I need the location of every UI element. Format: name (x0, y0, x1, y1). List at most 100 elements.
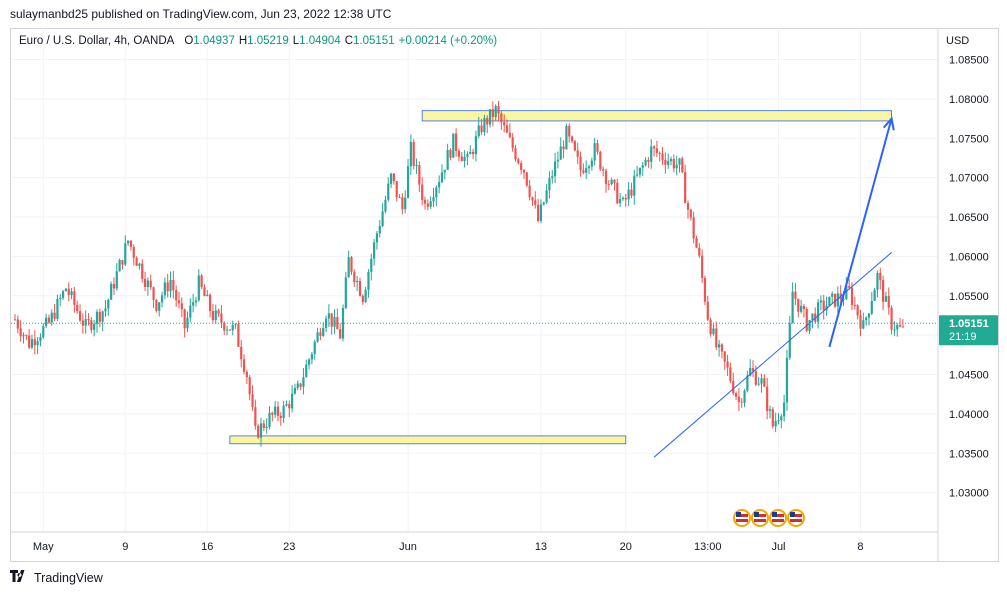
candle-body (760, 378, 763, 384)
candle (777, 413, 780, 425)
currency-label[interactable]: USD (946, 35, 969, 47)
candle (42, 323, 45, 339)
candle (163, 277, 166, 300)
candle-body (237, 324, 240, 347)
candle-body (200, 275, 203, 288)
candle (53, 303, 56, 322)
candle-body (225, 329, 229, 331)
candle-body (901, 326, 904, 328)
candle (573, 139, 576, 152)
candle (186, 311, 189, 332)
candle (440, 164, 444, 184)
y-tick-label: 1.08500 (949, 55, 989, 67)
event-flag-icon[interactable] (733, 509, 751, 527)
candle-body (265, 426, 268, 428)
tradingview-logo-icon[interactable] (10, 570, 30, 585)
candle (876, 270, 879, 298)
candle-body (624, 197, 627, 200)
candle (856, 304, 859, 320)
candle-body (565, 125, 568, 150)
candle-body (440, 172, 444, 183)
candle-body (90, 320, 93, 330)
candle (734, 391, 738, 400)
trendline[interactable] (653, 252, 892, 458)
candle-body (531, 197, 534, 201)
candle-body (274, 406, 277, 415)
candle (825, 296, 828, 316)
candle (322, 322, 325, 337)
candle (418, 161, 421, 193)
current-price-tag[interactable] (939, 315, 998, 346)
candle (381, 203, 384, 227)
candle-body (579, 156, 582, 171)
symbol-label[interactable]: Euro / U.S. Dollar, 4h, OANDA (19, 35, 175, 47)
candle-body (305, 364, 308, 378)
candle (248, 375, 251, 401)
candle (471, 148, 475, 159)
candle (339, 323, 342, 340)
event-flag-icon[interactable] (751, 509, 769, 527)
candle (743, 389, 746, 408)
candle (127, 240, 130, 246)
projection-arrow[interactable] (828, 118, 893, 348)
candle-body (805, 308, 808, 331)
candle (115, 263, 118, 291)
candle (313, 339, 316, 360)
candle-body (749, 368, 752, 376)
candle-body (61, 291, 65, 298)
candle (81, 313, 84, 334)
candle (757, 377, 760, 386)
candle (217, 308, 220, 317)
candle-body (684, 172, 687, 204)
candle (828, 296, 831, 306)
candle-body (84, 319, 87, 326)
candle (898, 318, 902, 328)
candle-body (110, 283, 113, 300)
candle (709, 317, 712, 337)
candle (228, 329, 232, 331)
x-tick-label: Jun (399, 541, 417, 553)
candle-body (873, 289, 876, 301)
candle-body (675, 164, 678, 169)
candle (559, 137, 562, 160)
event-flag-stripe (754, 519, 766, 522)
event-flag-stripe (790, 519, 802, 522)
candle-body (819, 300, 822, 303)
candle-body (785, 357, 789, 403)
candle-body (95, 311, 99, 324)
candle (435, 185, 438, 207)
candle (45, 313, 48, 329)
candle (251, 385, 254, 411)
candle (737, 388, 740, 411)
event-flag-canton (772, 512, 777, 517)
event-flag-icon[interactable] (769, 509, 787, 527)
resistance-zone[interactable] (421, 110, 892, 122)
candle-body (276, 406, 280, 416)
candle (896, 322, 899, 337)
candle (788, 315, 791, 360)
candle-body (816, 302, 820, 322)
candle-body (633, 175, 636, 196)
candle (505, 119, 509, 134)
candle-body (124, 243, 127, 265)
support-zone[interactable] (229, 435, 627, 445)
candle (70, 288, 73, 300)
candle (831, 291, 834, 304)
candle (590, 157, 593, 171)
event-flag-stripe (790, 514, 802, 517)
candle-body (726, 361, 729, 368)
candle-body (344, 277, 347, 308)
candle-body (497, 106, 500, 114)
candle (169, 271, 172, 298)
candle-body (56, 298, 59, 319)
candle-body (358, 281, 362, 296)
candle (25, 334, 28, 341)
candle (500, 110, 503, 130)
candle (112, 277, 116, 296)
candle (774, 412, 777, 433)
candle (635, 165, 639, 178)
candle-body (672, 158, 675, 169)
candle-body (70, 291, 73, 296)
event-flag-icon[interactable] (787, 509, 805, 527)
